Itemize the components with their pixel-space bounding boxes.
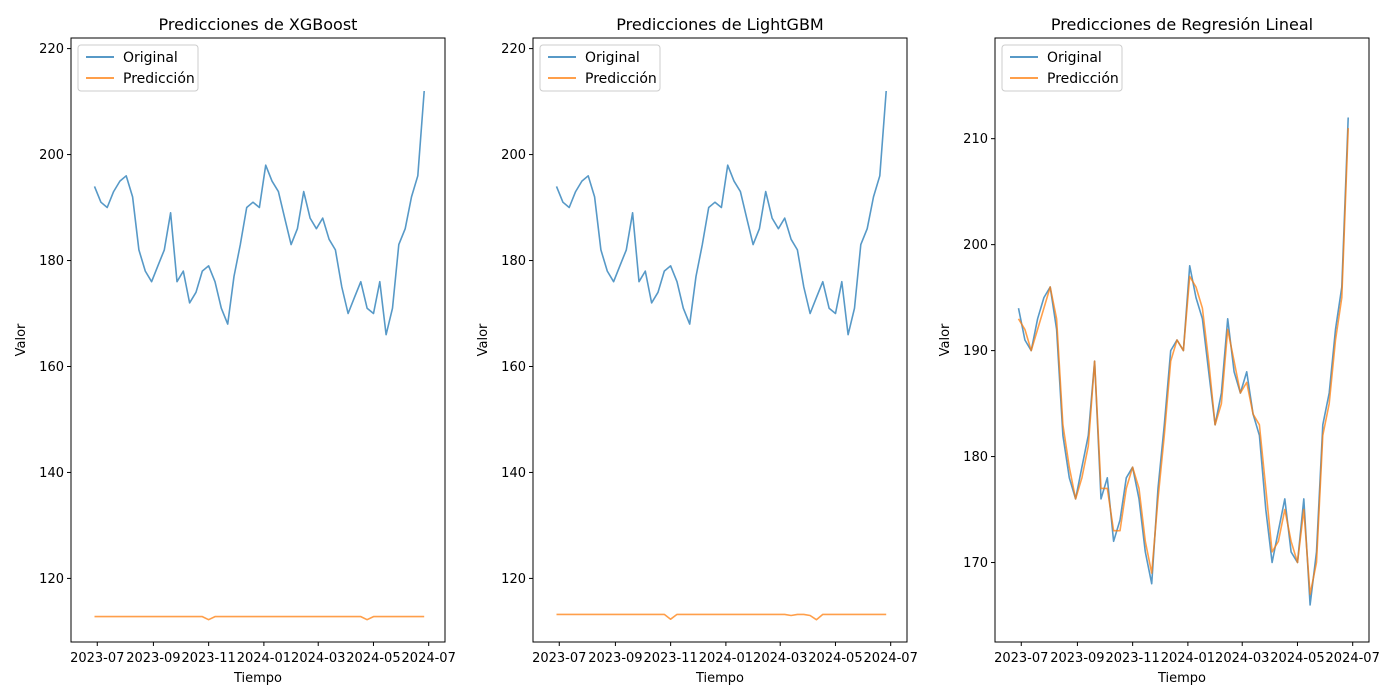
y-axis-label: Valor — [476, 323, 491, 356]
x-axis-label: Tiempo — [695, 671, 744, 686]
x-tick-label: 2024-03 — [291, 651, 345, 666]
x-tick-label: 2023-07 — [994, 651, 1048, 666]
x-tick-label: 2023-07 — [70, 651, 124, 666]
y-tick-label: 120 — [39, 572, 64, 587]
y-tick-label: 180 — [963, 450, 988, 465]
chart-2: Predicciones de LightGBM 120 140 160 180 200 2… — [476, 15, 918, 686]
x-tick-label: 2023-07 — [532, 651, 586, 666]
x-tick-label: 2023-11 — [1105, 651, 1159, 666]
legend: Original Predicción — [539, 44, 661, 92]
chart-title: Predicciones de LightGBM — [616, 15, 823, 34]
y-tick-label: 220 — [501, 42, 526, 57]
x-tick-label: 2023-09 — [126, 651, 180, 666]
x-axis-label: Tiempo — [233, 671, 282, 686]
x-tick-label: 2024-05 — [1270, 651, 1324, 666]
series-line-prediction — [94, 615, 425, 621]
x-tick-label: 2023-11 — [643, 651, 697, 666]
plot-frame — [994, 37, 1370, 643]
y-tick-label: 200 — [963, 238, 988, 253]
series-line-original — [93, 90, 425, 336]
x-tick-label: 2024-07 — [402, 651, 456, 666]
series-line-prediction — [1017, 128, 1349, 596]
chart-title: Predicciones de Regresión Lineal — [1051, 15, 1313, 34]
x-tick-label: 2023-09 — [1050, 651, 1104, 666]
series-line-original — [555, 90, 887, 336]
legend-label: Original — [1047, 50, 1102, 66]
y-axis-label: Valor — [14, 323, 29, 356]
y-tick-label: 200 — [39, 148, 64, 163]
y-tick-label: 180 — [39, 254, 64, 269]
legend: Original Predicción — [1001, 44, 1123, 92]
legend-label: Predicción — [123, 71, 195, 87]
y-axis-label: Valor — [938, 323, 953, 356]
chart-1: Predicciones de XGBoost 120 140 160 180 200 22… — [14, 15, 456, 686]
legend-label: Predicción — [585, 71, 657, 87]
x-tick-label: 2024-01 — [1161, 651, 1215, 666]
y-tick-label: 210 — [963, 132, 988, 147]
chart-3: Predicciones de Regresión Lineal 170 180 19… — [938, 15, 1380, 686]
x-tick-label: 2024-01 — [699, 651, 753, 666]
series-line-original — [1017, 117, 1349, 606]
y-tick-label: 190 — [963, 344, 988, 359]
x-tick-label: 2024-05 — [808, 651, 862, 666]
legend: Original Predicción — [77, 44, 199, 92]
x-tick-label: 2023-11 — [181, 651, 235, 666]
x-tick-label: 2023-09 — [588, 651, 642, 666]
y-tick-label: 180 — [501, 254, 526, 269]
x-tick-label: 2024-07 — [1326, 651, 1380, 666]
x-tick-label: 2024-03 — [753, 651, 807, 666]
series-line-prediction — [556, 613, 887, 621]
y-tick-label: 140 — [39, 466, 64, 481]
y-tick-label: 170 — [963, 556, 988, 571]
y-tick-label: 160 — [501, 360, 526, 375]
legend-label: Original — [585, 50, 640, 66]
x-tick-label: 2024-03 — [1215, 651, 1269, 666]
x-tick-label: 2024-01 — [237, 651, 291, 666]
x-tick-label: 2024-07 — [864, 651, 918, 666]
x-tick-label: 2024-05 — [346, 651, 400, 666]
y-tick-label: 160 — [39, 360, 64, 375]
legend-label: Predicción — [1047, 71, 1119, 87]
legend-label: Original — [123, 50, 178, 66]
plot-frame — [70, 37, 446, 643]
y-tick-label: 140 — [501, 466, 526, 481]
chart-title: Predicciones de XGBoost — [159, 15, 358, 34]
y-tick-label: 120 — [501, 572, 526, 587]
y-tick-label: 220 — [39, 42, 64, 57]
x-axis-label: Tiempo — [1157, 671, 1206, 686]
plot-frame — [532, 37, 908, 643]
y-tick-label: 200 — [501, 148, 526, 163]
